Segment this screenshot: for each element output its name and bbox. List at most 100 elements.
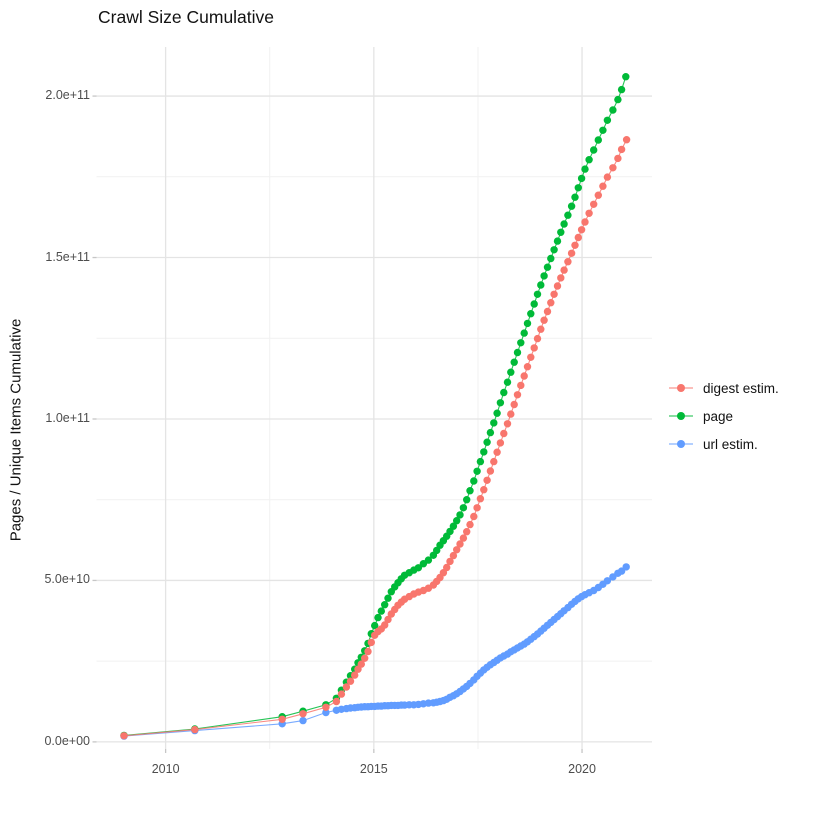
digest-estim--point <box>278 715 286 723</box>
x-tick-label: 2020 <box>568 762 596 776</box>
page-point <box>470 477 478 485</box>
y-tick-label: 5.0e+10 <box>44 572 90 587</box>
page-point <box>463 496 471 504</box>
url-series-key-icon <box>669 440 693 448</box>
digest-estim--point <box>617 145 626 154</box>
page-point <box>527 310 535 318</box>
x-tick-label: 2010 <box>151 762 180 776</box>
digest-estim--point <box>567 249 576 257</box>
digest-estim--point <box>590 200 598 208</box>
x-tick-label: 2015 <box>359 762 388 776</box>
digest-estim--point <box>367 638 375 647</box>
page-point <box>493 409 501 417</box>
page-point <box>371 621 379 630</box>
digest-estim--point <box>361 654 369 662</box>
digest-estim--point <box>520 372 528 380</box>
page-point <box>500 388 508 397</box>
digest-estim--point <box>486 467 495 475</box>
page-point <box>490 419 498 427</box>
digest-estim--point <box>463 528 471 536</box>
page-series-key-icon <box>669 412 693 420</box>
page-point <box>594 136 602 144</box>
page-point <box>480 448 488 456</box>
url-estim--point <box>603 577 612 585</box>
legend-item-url: url estim. <box>668 433 779 455</box>
digest-estim--point <box>342 683 351 691</box>
y-tick-label: 1.0e+11 <box>45 410 90 425</box>
page-point <box>537 281 545 289</box>
y-tick-label: 0.0e+00 <box>44 733 90 748</box>
digest-estim--point <box>351 671 359 679</box>
digest-estim--point <box>553 282 562 290</box>
digest-estim--point <box>550 290 558 298</box>
page-point <box>617 85 626 94</box>
digest-estim--point <box>459 534 468 542</box>
page-point <box>547 254 555 263</box>
page-point <box>510 358 518 366</box>
page-point <box>424 556 433 564</box>
url-estim--point <box>299 716 307 725</box>
digest-estim--point <box>496 439 505 447</box>
digest-estim--point <box>357 660 365 668</box>
page-point <box>581 165 589 173</box>
digest-estim--point <box>594 191 602 199</box>
digest-estim--point <box>564 258 572 266</box>
digest-estim--point <box>446 557 454 566</box>
digest-estim--point <box>346 677 355 685</box>
page-point <box>540 272 548 280</box>
url-estim--point <box>622 563 630 571</box>
digest-estim--point <box>490 457 498 466</box>
digest-estim--point <box>470 512 478 521</box>
page-point <box>585 156 593 164</box>
page-point <box>609 106 617 114</box>
legend-label-digest: digest estim. <box>703 380 779 396</box>
digest-estim--point <box>449 551 458 560</box>
digest-estim--point <box>577 226 586 234</box>
legend: digest estim. page url estim. <box>668 377 779 455</box>
digest-estim--point <box>557 274 565 282</box>
page-point <box>590 146 598 154</box>
digest-estim--point <box>513 391 522 399</box>
digest-estim--point <box>585 209 593 217</box>
page-point <box>533 290 542 298</box>
digest-estim--point <box>456 540 464 548</box>
page-point <box>414 564 423 572</box>
page-point <box>507 368 515 376</box>
page-title: Crawl Size Cumulative <box>98 7 275 27</box>
page-point <box>574 184 582 192</box>
legend-item-digest: digest estim. <box>668 377 779 399</box>
page-point <box>476 457 485 466</box>
page-point <box>503 378 512 386</box>
digest-estim--point <box>332 697 341 706</box>
page-point <box>603 116 612 125</box>
digest-estim--point <box>517 381 525 390</box>
page-point <box>517 339 525 347</box>
page-point <box>557 228 565 236</box>
digest-estim--point <box>599 182 607 190</box>
page-point <box>456 511 464 519</box>
page-point <box>599 126 607 134</box>
digest-estim--point <box>381 621 389 629</box>
page-point <box>374 613 382 622</box>
digest-estim--point <box>322 703 330 711</box>
digest-estim--point <box>500 429 508 438</box>
digest-estim--point <box>571 241 579 249</box>
digest-estim--point <box>191 725 199 734</box>
page-point <box>520 329 528 337</box>
page-point <box>553 237 562 245</box>
y-axis-title: Pages / Unique Items Cumulative <box>7 318 25 542</box>
digest-estim--point <box>614 154 622 163</box>
digest-estim--point <box>473 504 481 512</box>
page-point <box>384 594 392 602</box>
digest-estim--point <box>503 420 512 428</box>
page-point <box>449 522 458 530</box>
page-point <box>381 601 389 609</box>
digest-estim--point <box>507 410 515 418</box>
y-tick-label: 1.5e+11 <box>45 249 90 264</box>
digest-estim--point <box>527 353 535 361</box>
url-estim--point <box>322 708 330 717</box>
digest-estim--point <box>337 690 346 698</box>
page-point <box>543 263 552 271</box>
